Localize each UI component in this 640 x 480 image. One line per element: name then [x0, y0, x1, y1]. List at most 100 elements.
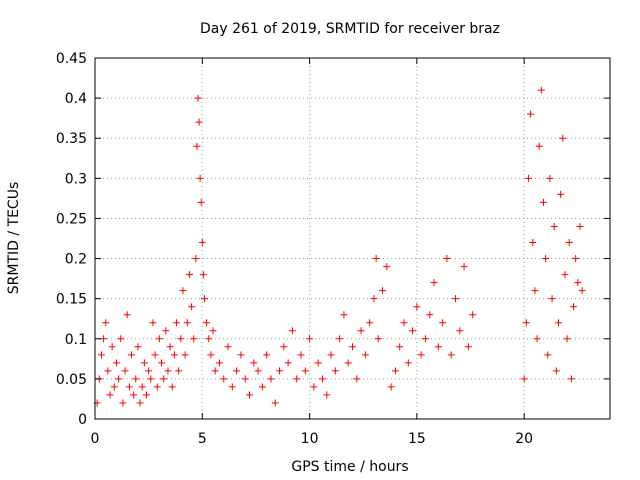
- data-point: [200, 295, 208, 303]
- data-point: [233, 367, 241, 375]
- data-point: [254, 367, 262, 375]
- data-point: [237, 351, 245, 359]
- data-point: [267, 375, 275, 383]
- data-point: [155, 335, 163, 343]
- data-point: [190, 335, 198, 343]
- data-point: [447, 351, 455, 359]
- data-point: [143, 391, 150, 399]
- data-point: [181, 351, 189, 359]
- data-point: [125, 383, 133, 391]
- data-point: [147, 375, 155, 383]
- data-point: [149, 319, 157, 327]
- plot-frame: [94, 57, 611, 420]
- data-point: [567, 375, 575, 383]
- data-point: [297, 351, 305, 359]
- data-point: [195, 118, 203, 126]
- data-point: [310, 383, 318, 391]
- data-point: [574, 279, 582, 287]
- data-point: [224, 343, 232, 351]
- data-point: [413, 303, 421, 311]
- data-point: [284, 359, 292, 367]
- data-point: [544, 351, 552, 359]
- data-point: [145, 367, 153, 375]
- data-point: [102, 319, 110, 327]
- data-point: [203, 319, 211, 327]
- data-point: [288, 327, 296, 335]
- y-tick-label: 0.3: [65, 171, 87, 187]
- data-point: [205, 335, 213, 343]
- data-point: [531, 287, 539, 295]
- data-point: [246, 391, 253, 399]
- data-point: [548, 295, 556, 303]
- data-point: [215, 359, 223, 367]
- data-point: [192, 255, 200, 263]
- data-point: [132, 375, 140, 383]
- y-tick-label: 0: [78, 412, 87, 428]
- data-point: [183, 319, 191, 327]
- data-point: [527, 110, 535, 118]
- data-point: [361, 351, 369, 359]
- data-point: [374, 335, 382, 343]
- data-point: [546, 174, 554, 182]
- y-tick-label: 0.1: [65, 332, 87, 348]
- data-point: [559, 134, 567, 142]
- data-point: [276, 367, 284, 375]
- data-point: [570, 303, 578, 311]
- data-point: [417, 351, 425, 359]
- data-point: [327, 351, 335, 359]
- y-tick-label: 0.25: [56, 211, 87, 227]
- data-point: [550, 222, 558, 230]
- data-point: [112, 359, 120, 367]
- data-point: [469, 311, 477, 319]
- data-point: [194, 94, 202, 102]
- data-point: [529, 239, 537, 247]
- data-point: [391, 367, 399, 375]
- data-point: [179, 287, 187, 295]
- data-point: [387, 383, 395, 391]
- data-point: [404, 359, 412, 367]
- data-point: [306, 335, 314, 343]
- data-point: [121, 367, 129, 375]
- y-axis-label: SRMTID / TECUs: [6, 182, 22, 295]
- data-point: [563, 335, 571, 343]
- data-point: [400, 319, 408, 327]
- data-point: [383, 263, 391, 271]
- data-point: [331, 367, 339, 375]
- data-point: [557, 190, 565, 198]
- chart-title: Day 261 of 2019, SRMTID for receiver bra…: [200, 21, 500, 37]
- y-tick-label: 0.15: [56, 292, 87, 308]
- data-point: [123, 311, 131, 319]
- data-point: [209, 327, 217, 335]
- data-point: [198, 239, 206, 247]
- x-tick-label: 0: [91, 431, 100, 447]
- data-point: [271, 399, 279, 407]
- x-tick-label: 5: [198, 431, 207, 447]
- data-point: [409, 327, 417, 335]
- data-point: [535, 142, 543, 150]
- data-point: [108, 343, 116, 351]
- data-point: [539, 198, 547, 206]
- data-point: [110, 383, 118, 391]
- data-point: [314, 359, 322, 367]
- data-point: [434, 343, 442, 351]
- y-tick-label: 0.4: [65, 91, 87, 107]
- data-point: [250, 359, 258, 367]
- data-point: [104, 367, 112, 375]
- data-point: [127, 351, 135, 359]
- data-point: [456, 327, 464, 335]
- data-point: [372, 255, 380, 263]
- data-point: [421, 335, 429, 343]
- data-point: [353, 375, 361, 383]
- data-point: [340, 311, 348, 319]
- data-point: [533, 335, 541, 343]
- x-axis-label: GPS time / hours: [291, 459, 408, 475]
- data-point: [115, 375, 123, 383]
- x-tick-label: 10: [301, 431, 319, 447]
- x-tick-label: 20: [515, 431, 533, 447]
- data-point: [160, 375, 168, 383]
- data-point: [228, 383, 236, 391]
- data-point: [318, 375, 326, 383]
- data-point: [336, 335, 344, 343]
- x-tick-label: 15: [408, 431, 426, 447]
- data-point: [158, 359, 166, 367]
